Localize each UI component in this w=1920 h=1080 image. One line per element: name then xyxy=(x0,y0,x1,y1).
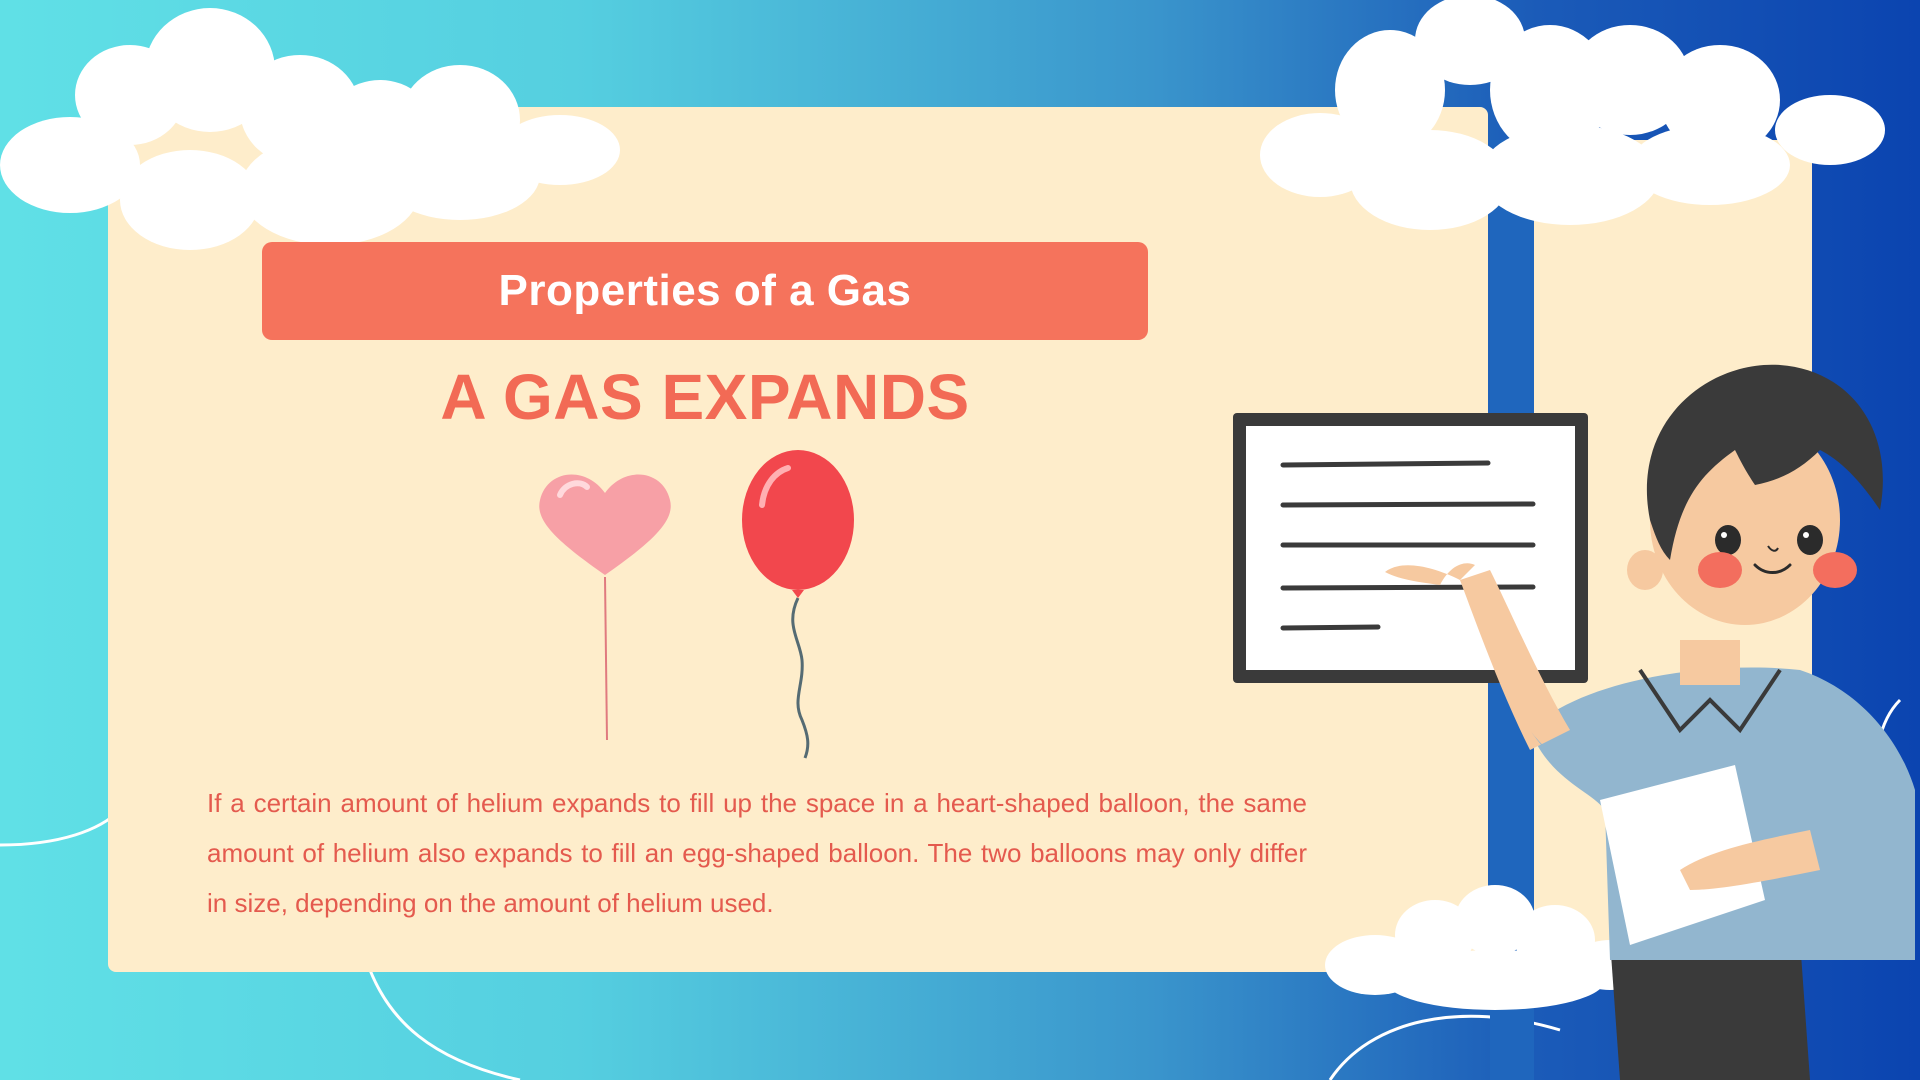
title-banner: Properties of a Gas xyxy=(262,242,1148,340)
banner-title: Properties of a Gas xyxy=(498,266,912,315)
swirl-line xyxy=(0,808,122,847)
round-balloon-icon xyxy=(742,450,854,759)
teacher-character-icon xyxy=(1385,364,1915,1080)
heart-balloon-icon xyxy=(539,474,671,741)
swirl-line xyxy=(368,969,521,1080)
page-title: A GAS EXPANDS xyxy=(440,361,970,433)
cloud-icon xyxy=(0,8,620,250)
body-paragraph: If a certain amount of helium expands to… xyxy=(207,788,1307,918)
cloud-icon xyxy=(1325,885,1650,1010)
cloud-icon xyxy=(1260,0,1885,230)
